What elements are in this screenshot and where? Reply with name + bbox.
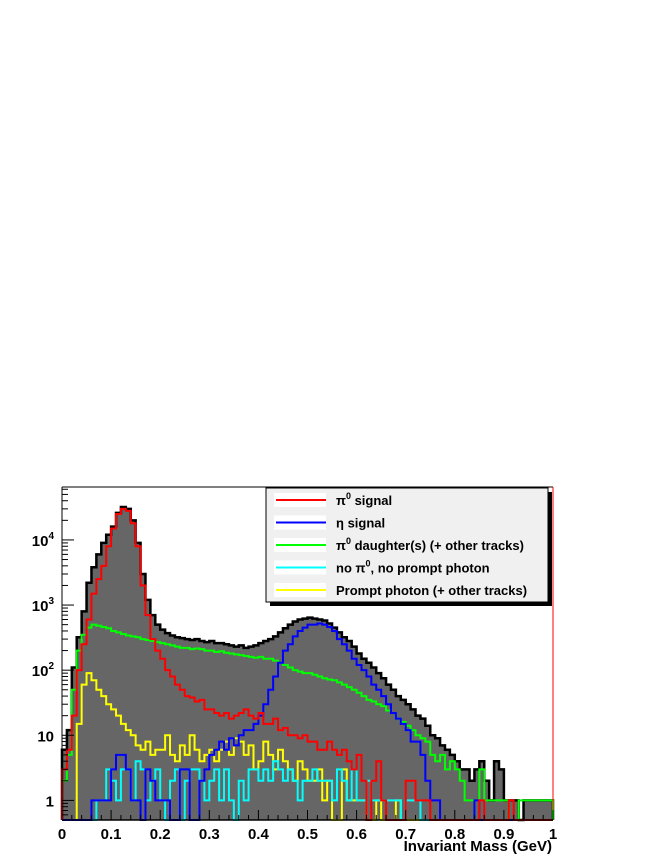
x-tick-label: 0.6 [346,826,367,843]
x-tick-label: 0.4 [248,826,270,843]
y-tick-label: 103 [32,596,55,615]
x-axis-label: Invariant Mass (GeV) [404,838,552,855]
plot-area [60,505,555,822]
y-tick-label: 102 [32,661,55,680]
legend-entry-4: Prompt photon (+ other tracks) [336,583,527,598]
x-tick-label: 0.5 [297,826,318,843]
x-tick-label: 0.2 [150,826,171,843]
legend: π0 signal η signal π0 daughter(s) (+ other… [265,487,552,606]
series-line-1 [62,622,553,821]
x-tick-label: 0.3 [199,826,220,843]
series-line-2 [61,623,554,821]
y-tick-label: 1 [46,793,54,810]
legend-entry-3: no π0, no prompt photon [336,559,490,576]
x-tick-label: 0 [58,826,66,843]
legend-entry-0: π0 signal [336,491,392,508]
y-tick-label: 10 [37,728,54,745]
x-tick-label: 0.8 [444,826,465,843]
x-tick-label: 0.1 [101,826,122,843]
x-tick-label: 0.9 [493,826,514,843]
legend-entry-1: η signal [336,516,385,531]
x-tick-label: 0.7 [395,826,416,843]
x-tick-label: 1 [549,826,557,843]
axes: 0 0.1 0.2 0.3 0.4 0.5 0.6 0.7 0.8 0.9 1 1 10 102 103 10… [32,486,557,843]
legend-entry-2: π0 daughter(s) (+ other tracks) [336,536,524,553]
y-tick-label: 104 [32,531,55,550]
